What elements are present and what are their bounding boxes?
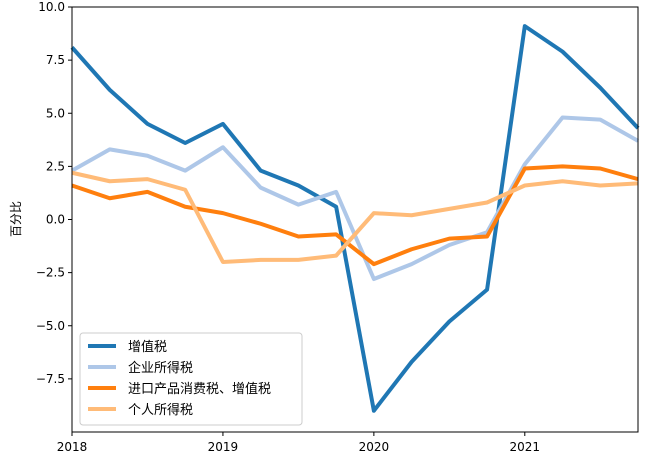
y-tick-label: 5.0 xyxy=(46,106,65,120)
x-tick-label: 2018 xyxy=(57,440,88,454)
y-tick-label: 0.0 xyxy=(46,213,65,227)
y-axis: 10.0 7.5 5.0 2.5 0.0 −2.5 −5.0 −7.5 xyxy=(36,0,72,386)
legend-label: 进口产品消费税、增值税 xyxy=(128,381,271,397)
x-tick-label: 2020 xyxy=(359,440,390,454)
x-axis: 2018 2019 2020 2021 xyxy=(57,432,540,454)
x-tick-label: 2019 xyxy=(208,440,239,454)
legend-label: 企业所得税 xyxy=(128,360,193,376)
y-tick-label: −2.5 xyxy=(36,266,65,280)
y-tick-label: 7.5 xyxy=(46,53,65,67)
y-axis-label: 百分比 xyxy=(9,201,23,237)
y-tick-label: 2.5 xyxy=(46,159,65,173)
series-line-2 xyxy=(71,115,639,281)
series-line-4 xyxy=(71,170,639,264)
y-tick-label: 10.0 xyxy=(38,0,65,14)
y-tick-label: −5.0 xyxy=(36,319,65,333)
x-tick-label: 2021 xyxy=(510,440,541,454)
plot-lines xyxy=(70,24,640,413)
legend-label: 增值税 xyxy=(128,339,167,355)
legend-label: 个人所得税 xyxy=(128,402,193,418)
series-line-3 xyxy=(71,164,639,267)
y-tick-label: −7.5 xyxy=(36,372,65,386)
series-line-1 xyxy=(70,24,640,413)
legend-box xyxy=(79,332,303,426)
